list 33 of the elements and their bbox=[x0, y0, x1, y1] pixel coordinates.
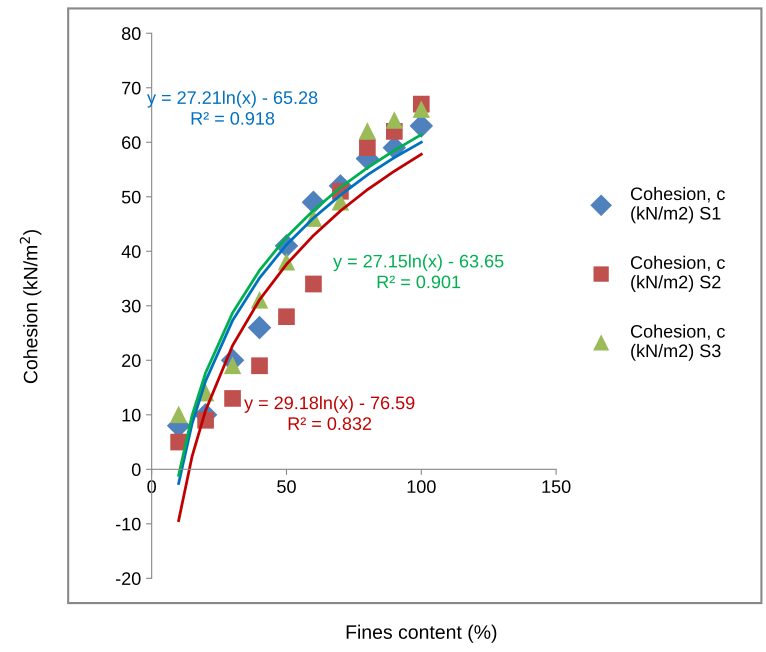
y-tick-label: -10 bbox=[116, 518, 141, 531]
x-tick-label: 100 bbox=[408, 480, 436, 493]
point bbox=[412, 101, 430, 118]
x-tick-label: 50 bbox=[277, 480, 296, 493]
point bbox=[170, 406, 187, 424]
y-tick-label: 80 bbox=[122, 27, 141, 40]
legend-label: Cohesion, c (kN/m2) S2 bbox=[630, 256, 725, 292]
x-tick-label: 0 bbox=[147, 480, 156, 493]
point bbox=[224, 390, 241, 407]
point bbox=[359, 139, 376, 156]
annotation: y = 29.18ln(x) - 76.59 R² = 0.832 bbox=[244, 396, 414, 430]
x-axis-title: Fines content (%) bbox=[346, 624, 496, 643]
x-tick-label: 150 bbox=[542, 480, 570, 493]
y-tick-label: 30 bbox=[122, 300, 141, 313]
y-tick-label: -20 bbox=[116, 572, 141, 586]
point bbox=[359, 123, 376, 140]
y-tick-label: 40 bbox=[122, 245, 141, 258]
y-tick-label: 60 bbox=[122, 136, 141, 149]
legend-label: Cohesion, c (kN/m2) S3 bbox=[630, 324, 725, 361]
point bbox=[305, 276, 322, 292]
annotation: y = 27.15ln(x) - 63.65 R² = 0.901 bbox=[333, 254, 504, 288]
point bbox=[278, 308, 295, 326]
y-tick-label: 70 bbox=[122, 82, 141, 94]
point bbox=[248, 316, 272, 340]
point bbox=[251, 357, 268, 374]
point bbox=[386, 112, 403, 129]
y-tick-label: 10 bbox=[122, 408, 141, 422]
y-tick-label: 50 bbox=[122, 190, 141, 204]
y-tick-label: 0 bbox=[132, 463, 141, 476]
annotation: y = 27.21ln(x) - 65.28 R² = 0.918 bbox=[147, 90, 318, 125]
y-tick-label: 20 bbox=[122, 354, 141, 368]
y-axis-title: Cohesion (kN/m$^{2}$) bbox=[20, 230, 42, 384]
legend-label: Cohesion, c (kN/m2) S1 bbox=[630, 186, 725, 224]
